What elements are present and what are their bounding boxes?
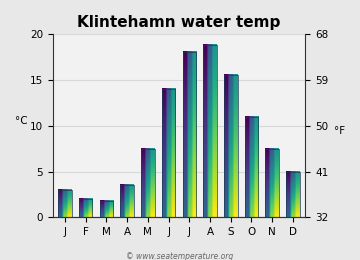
Text: © www.seatemperature.org: © www.seatemperature.org [126,252,234,260]
Bar [100,201,113,217]
Bar [79,199,93,217]
Bar [121,185,134,217]
Y-axis label: °F: °F [334,126,345,136]
Bar [245,116,258,217]
Bar [183,52,196,217]
Bar [286,172,300,217]
Bar [58,190,72,217]
Bar [265,149,279,217]
Title: Klintehamn water temp: Klintehamn water temp [77,15,281,30]
Bar [162,89,175,217]
Bar [141,149,155,217]
Bar [224,75,238,217]
Y-axis label: °C: °C [15,116,28,126]
Bar [203,45,217,217]
